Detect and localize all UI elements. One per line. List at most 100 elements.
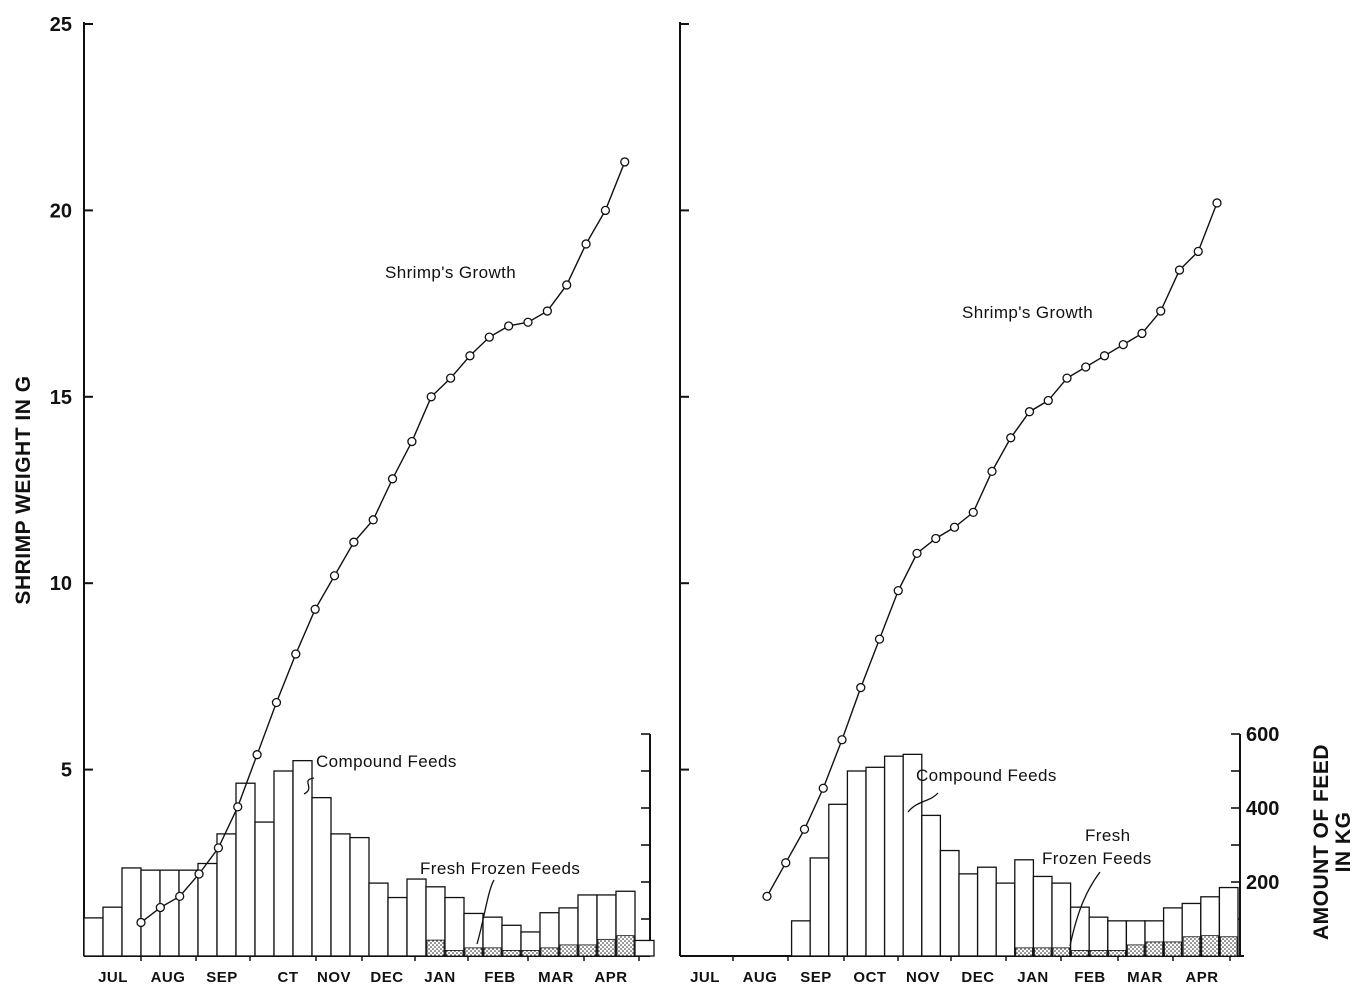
left-growth-point bbox=[542, 306, 552, 316]
right-growth-point bbox=[1024, 407, 1035, 417]
left-weight-tick-label: 5 bbox=[61, 760, 72, 782]
left-fresh-feed-bar bbox=[616, 935, 635, 957]
left-weight-tick-label: 25 bbox=[50, 14, 72, 36]
right-growth-point bbox=[856, 682, 866, 693]
left-growth-point bbox=[310, 604, 320, 614]
right-fresh-feed-bar bbox=[1145, 941, 1164, 957]
right-compound-feed-bar bbox=[1014, 859, 1035, 957]
left-growth-annotation: Shrimp's Growth bbox=[385, 263, 516, 282]
right-month-label: NOV bbox=[906, 969, 940, 986]
left-weight-tick-label: 15 bbox=[50, 387, 72, 409]
right-compound-feed-bar bbox=[883, 755, 904, 957]
left-compound-feed-bar bbox=[273, 770, 294, 957]
right-compound-feed-bar bbox=[1051, 882, 1072, 957]
right-fresh-feed-bar bbox=[1108, 950, 1126, 957]
feed-tick-label: 200 bbox=[1246, 872, 1279, 894]
right-compound-feed-bar bbox=[846, 770, 867, 957]
left-growth-point bbox=[484, 332, 494, 342]
axes-structure bbox=[83, 22, 1244, 961]
left-fresh-feed-bar bbox=[578, 944, 597, 957]
right-month-label: AUG bbox=[743, 969, 778, 986]
right-month-label: MAR bbox=[1127, 969, 1163, 986]
left-compound-feed-bar bbox=[311, 796, 332, 957]
left-growth-point bbox=[620, 157, 630, 167]
left-growth-point bbox=[329, 571, 340, 581]
left-growth-point bbox=[426, 392, 436, 402]
right-fresh-annotation-line2: Frozen Feeds bbox=[1042, 849, 1152, 868]
right-growth-point bbox=[1062, 373, 1072, 383]
left-growth-point bbox=[213, 843, 224, 853]
right-growth-point bbox=[987, 466, 997, 477]
right-growth-point bbox=[818, 783, 828, 793]
left-weight-tick-label: 20 bbox=[50, 200, 72, 222]
left-growth-point bbox=[465, 351, 475, 361]
left-fresh-feed-bar bbox=[502, 950, 521, 957]
left-month-label: JUL bbox=[98, 969, 128, 986]
left-y-axis-title: SHRIMP WEIGHT IN G bbox=[12, 375, 35, 604]
left-weight-tick-label: 10 bbox=[50, 573, 72, 595]
right-compound-feed-bar bbox=[921, 814, 942, 957]
left-growth-point bbox=[271, 697, 282, 708]
right-fresh-leader bbox=[1069, 871, 1101, 947]
right-growth-point bbox=[1099, 351, 1110, 361]
right-fresh-feed-bar bbox=[1071, 950, 1089, 957]
left-fresh-feed-bar bbox=[483, 947, 502, 957]
left-compound-feed-bar bbox=[444, 896, 465, 957]
right-compound-feed-bar bbox=[865, 766, 886, 957]
left-growth-point bbox=[368, 515, 378, 525]
right-month-label: JAN bbox=[1017, 969, 1049, 986]
right-growth-point bbox=[1043, 395, 1053, 406]
right-month-label: JUL bbox=[690, 969, 720, 986]
right-y-axis-title-line1: AMOUNT OF FEED bbox=[1310, 744, 1333, 940]
left-month-label: AUG bbox=[151, 969, 186, 986]
left-month-label: JAN bbox=[424, 969, 456, 986]
left-compound-feed-bar bbox=[121, 867, 142, 957]
right-fresh-feed-bar bbox=[1201, 935, 1219, 957]
right-month-label: DEC bbox=[961, 969, 994, 986]
left-growth-point bbox=[445, 373, 456, 383]
right-growth-point bbox=[1137, 328, 1147, 339]
left-month-label: NOV bbox=[317, 969, 351, 986]
left-month-label: FEB bbox=[484, 969, 516, 986]
right-growth-point bbox=[949, 522, 960, 532]
left-compound-feed-bar bbox=[159, 869, 180, 957]
right-fresh-feed-bar bbox=[1015, 947, 1033, 957]
right-growth-point bbox=[912, 548, 922, 559]
tick-labels: 5 10 15 20 25 JUL AUG SEP CT NOV DEC JAN FEB MAR APR JU… bbox=[50, 14, 1280, 986]
left-growth-point bbox=[252, 750, 262, 760]
right-fresh-feed-bar bbox=[1182, 936, 1201, 957]
left-growth-point bbox=[523, 317, 533, 327]
left-compound-feed-bar bbox=[387, 896, 408, 957]
right-month-label: OCT bbox=[853, 969, 886, 986]
right-y-axis-title-line2: IN KG bbox=[1332, 812, 1354, 873]
left-compound-feed-bar bbox=[102, 906, 123, 957]
left-compound-feed-bar bbox=[178, 869, 199, 957]
left-compound-feed-bar bbox=[292, 759, 313, 957]
left-fresh-feed-bar bbox=[540, 947, 559, 957]
left-fresh-feed-bar bbox=[597, 938, 616, 957]
left-fresh-feed-bar bbox=[426, 939, 445, 957]
left-month-label: DEC bbox=[370, 969, 403, 986]
left-fresh-feed-bar bbox=[559, 944, 578, 957]
growth-lines bbox=[136, 157, 1222, 928]
right-fresh-feed-bar bbox=[1052, 947, 1071, 957]
right-growth-point bbox=[781, 858, 791, 868]
left-compound-feed-bar bbox=[634, 939, 655, 957]
right-fresh-feed-bar bbox=[1127, 944, 1145, 957]
left-compound-feed-bar bbox=[349, 836, 370, 957]
left-compound-feed-bar bbox=[368, 882, 389, 957]
right-growth-point bbox=[1156, 306, 1166, 316]
right-month-label: SEP bbox=[800, 969, 832, 986]
left-compound-feed-bar bbox=[254, 821, 275, 957]
right-month-label: APR bbox=[1185, 969, 1218, 986]
right-fresh-feed-bar bbox=[1220, 936, 1238, 957]
right-growth-point bbox=[1193, 246, 1203, 257]
right-fresh-feed-bar bbox=[1089, 950, 1108, 957]
right-compound-feed-bar bbox=[828, 803, 849, 957]
right-fresh-feed-bar bbox=[1034, 947, 1052, 957]
left-compound-feed-bar bbox=[83, 917, 104, 957]
right-growth-point bbox=[1174, 265, 1185, 275]
right-compound-feed-bar bbox=[809, 857, 830, 957]
right-growth-point bbox=[1118, 339, 1128, 350]
feed-tick-label: 400 bbox=[1246, 798, 1279, 820]
